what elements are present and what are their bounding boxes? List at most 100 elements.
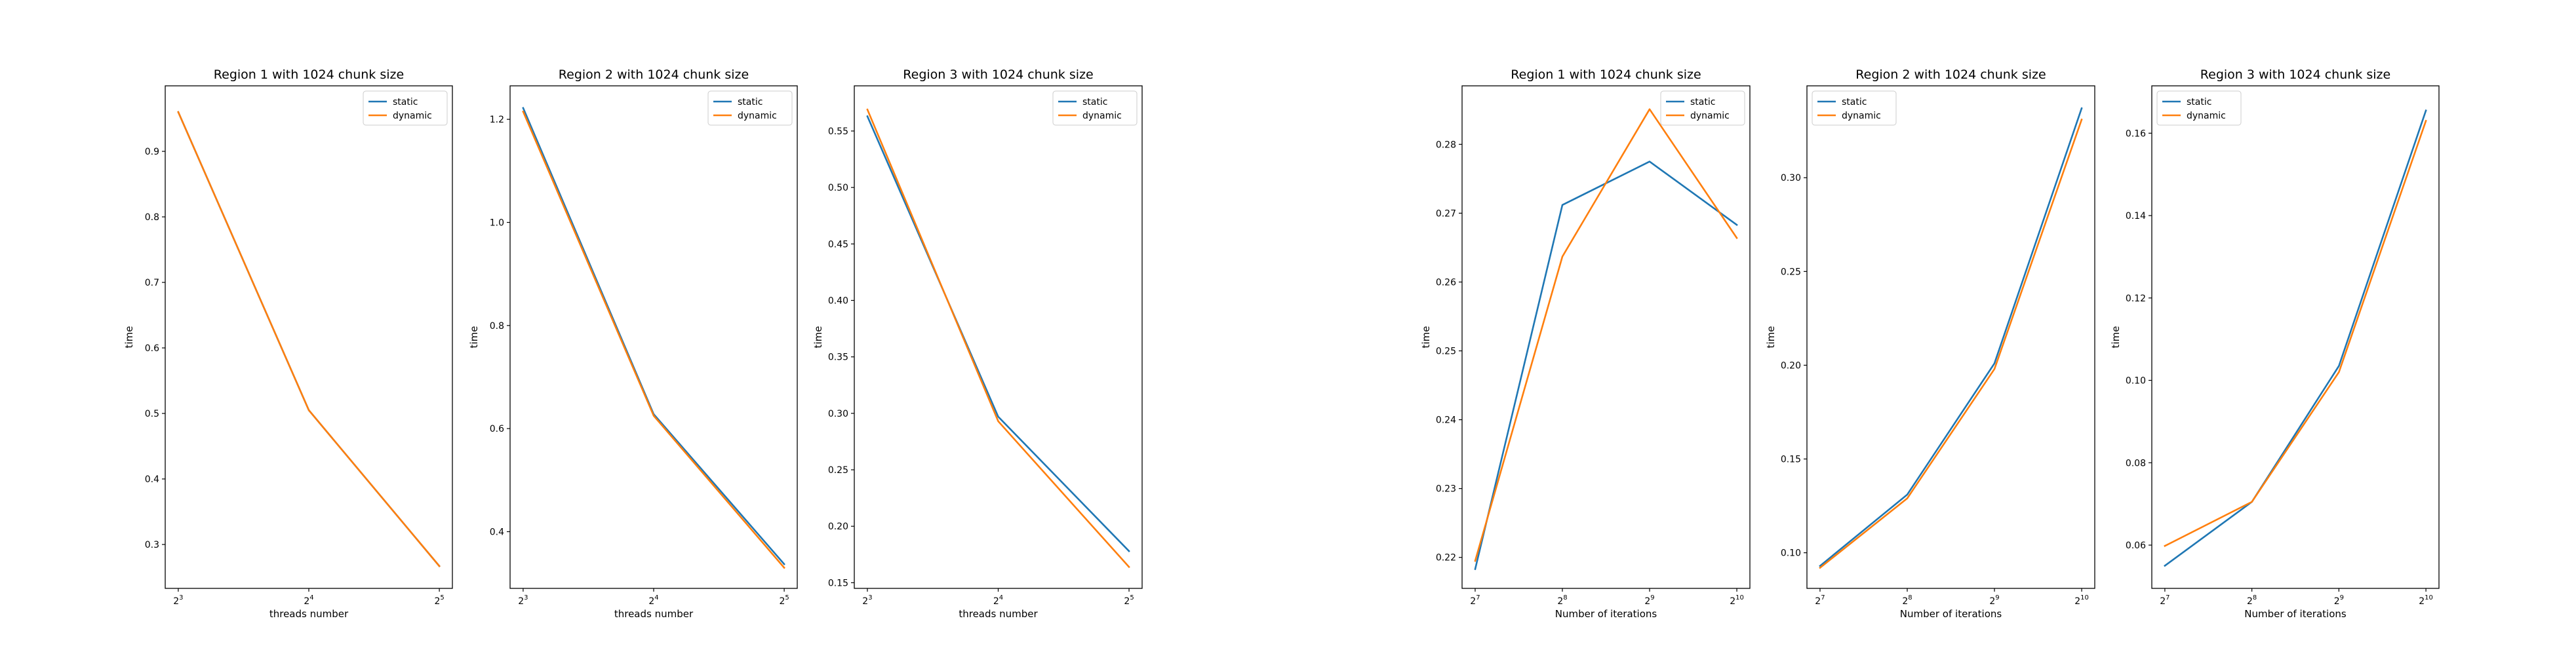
x-tick-exponent: 5 xyxy=(1130,594,1134,601)
x-tick-label: 24 xyxy=(648,594,658,607)
y-axis-label: time xyxy=(468,326,480,349)
series-line-static xyxy=(1819,107,2083,567)
x-tick-exponent: 3 xyxy=(868,594,872,601)
x-tick-base: 2 xyxy=(434,596,440,607)
legend: static dynamic xyxy=(2156,90,2242,126)
legend-label: static xyxy=(1842,97,1867,107)
y-tick-label: 0.26 xyxy=(1436,277,1456,288)
legend-label: static xyxy=(2187,97,2211,107)
plot-frame xyxy=(854,85,1143,589)
y-tick-label: 0.8 xyxy=(145,212,159,223)
y-tick-label: 0.10 xyxy=(2126,376,2146,387)
x-tick-base: 2 xyxy=(2160,596,2166,607)
x-tick-label: 29 xyxy=(1644,594,1654,607)
plot-frame xyxy=(509,85,798,589)
x-tick-base: 2 xyxy=(2419,596,2425,607)
x-tick-exponent: 3 xyxy=(179,594,183,601)
legend-label: static xyxy=(393,97,418,107)
x-tick-label: 210 xyxy=(2419,594,2433,607)
x-axis-label: threads number xyxy=(269,608,349,620)
series-line-static xyxy=(866,115,1130,552)
legend: static dynamic xyxy=(707,90,793,126)
legend: static dynamic xyxy=(363,90,448,126)
chart-panel-4: Region 1 with 1024 chunk size 0.22 0.23 0.2… xyxy=(1420,67,1751,620)
x-tick-exponent: 9 xyxy=(1995,594,1999,601)
x-tick-label: 210 xyxy=(2074,594,2089,607)
x-tick-label: 210 xyxy=(1730,594,1744,607)
x-tick-base: 2 xyxy=(1815,596,1821,607)
x-tick-label: 23 xyxy=(518,594,528,607)
x-tick-label: 27 xyxy=(1470,594,1480,607)
y-tick-label: 0.25 xyxy=(828,465,848,476)
legend-box xyxy=(1812,90,1897,126)
series-line-static xyxy=(522,107,785,565)
y-tick-label: 0.7 xyxy=(145,278,159,288)
x-tick-exponent: 7 xyxy=(1821,594,1825,601)
series-line-dynamic xyxy=(866,108,1130,569)
x-tick-label: 28 xyxy=(2247,594,2257,607)
legend-label: dynamic xyxy=(1082,111,1122,121)
x-tick-exponent: 4 xyxy=(999,594,1003,601)
x-tick-base: 2 xyxy=(1644,596,1650,607)
legend-label: dynamic xyxy=(1842,111,1881,121)
x-tick-exponent: 10 xyxy=(2080,594,2089,601)
y-tick-label: 0.27 xyxy=(1436,208,1456,219)
x-axis-label: Number of iterations xyxy=(2244,608,2347,620)
x-tick-exponent: 10 xyxy=(1735,594,1744,601)
y-tick-label: 0.35 xyxy=(828,353,848,363)
series-line-static xyxy=(2164,109,2427,567)
y-tick-label: 0.55 xyxy=(828,126,848,137)
x-tick-exponent: 10 xyxy=(2425,594,2433,601)
x-tick-exponent: 9 xyxy=(2340,594,2344,601)
y-tick-label: 0.20 xyxy=(1781,360,1801,371)
x-tick-exponent: 7 xyxy=(2166,594,2170,601)
x-tick-label: 23 xyxy=(862,594,872,607)
legend-box xyxy=(707,90,793,126)
x-tick-label: 24 xyxy=(993,594,1003,607)
y-tick-label: 0.6 xyxy=(145,343,159,354)
legend-label: dynamic xyxy=(393,111,432,121)
x-tick-label: 29 xyxy=(2334,594,2344,607)
x-axis-label: threads number xyxy=(614,608,694,620)
x-tick-base: 2 xyxy=(648,596,654,607)
y-tick-label: 0.15 xyxy=(828,578,848,588)
plot-frame xyxy=(2151,85,2440,589)
y-tick-label: 0.08 xyxy=(2126,458,2146,468)
y-tick-label: 0.30 xyxy=(1781,173,1801,183)
x-tick-label: 25 xyxy=(434,594,444,607)
x-tick-base: 2 xyxy=(173,596,179,607)
y-tick-label: 0.15 xyxy=(1781,455,1801,465)
x-tick-exponent: 9 xyxy=(1650,594,1654,601)
y-tick-label: 0.40 xyxy=(828,295,848,306)
x-tick-label: 25 xyxy=(1124,594,1134,607)
y-tick-label: 0.25 xyxy=(1781,267,1801,277)
x-tick-label: 24 xyxy=(304,594,313,607)
series-line-dynamic xyxy=(177,111,441,567)
x-tick-label: 25 xyxy=(779,594,789,607)
x-tick-exponent: 8 xyxy=(1563,594,1567,601)
series-line-dynamic xyxy=(1474,108,1738,562)
legend-box xyxy=(1660,90,1745,126)
y-tick-label: 0.10 xyxy=(1781,548,1801,559)
y-tick-label: 1.0 xyxy=(490,218,504,228)
legend-label: dynamic xyxy=(1690,111,1730,121)
y-tick-label: 0.20 xyxy=(828,522,848,532)
y-axis-label: time xyxy=(2110,326,2122,349)
y-tick-label: 0.3 xyxy=(145,540,159,550)
series-line-dynamic xyxy=(2164,119,2427,547)
legend-box xyxy=(2156,90,2242,126)
chart-title: Region 2 with 1024 chunk size xyxy=(1855,67,2046,82)
x-tick-exponent: 5 xyxy=(440,594,444,601)
x-tick-label: 28 xyxy=(1557,594,1567,607)
x-tick-base: 2 xyxy=(1902,596,1908,607)
x-tick-exponent: 8 xyxy=(2253,594,2257,601)
chart-panel-1: Region 1 with 1024 chunk size 0.3 0.4 0.5 0.… xyxy=(123,67,453,620)
y-tick-label: 0.9 xyxy=(145,147,159,157)
y-tick-label: 0.14 xyxy=(2126,211,2146,221)
x-tick-base: 2 xyxy=(1557,596,1563,607)
x-tick-exponent: 4 xyxy=(654,594,658,601)
y-tick-label: 0.24 xyxy=(1436,415,1456,426)
x-axis-label: threads number xyxy=(959,608,1038,620)
plot-frame xyxy=(1806,85,2095,589)
